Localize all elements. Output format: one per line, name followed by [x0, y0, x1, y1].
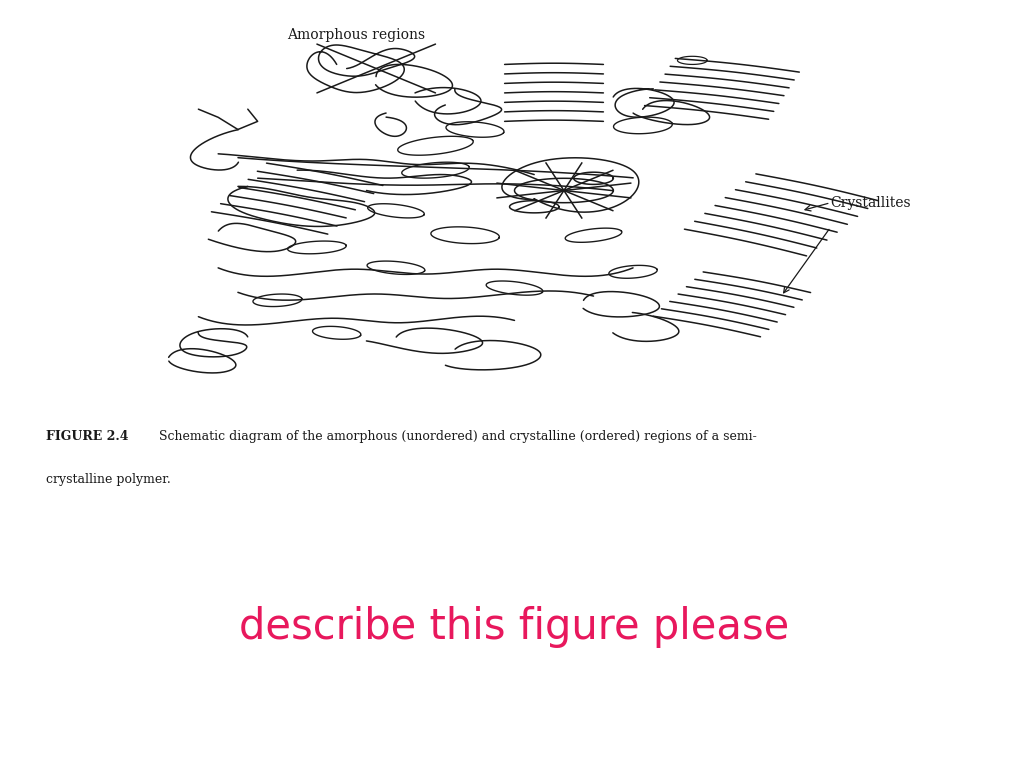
- Text: crystalline polymer.: crystalline polymer.: [46, 473, 171, 486]
- Text: Amorphous regions: Amorphous regions: [287, 28, 425, 42]
- Text: FIGURE 2.4: FIGURE 2.4: [46, 430, 129, 443]
- Text: Crystallites: Crystallites: [830, 196, 912, 210]
- Text: describe this figure please: describe this figure please: [240, 607, 789, 648]
- Text: Schematic diagram of the amorphous (unordered) and crystalline (ordered) regions: Schematic diagram of the amorphous (unor…: [159, 430, 757, 443]
